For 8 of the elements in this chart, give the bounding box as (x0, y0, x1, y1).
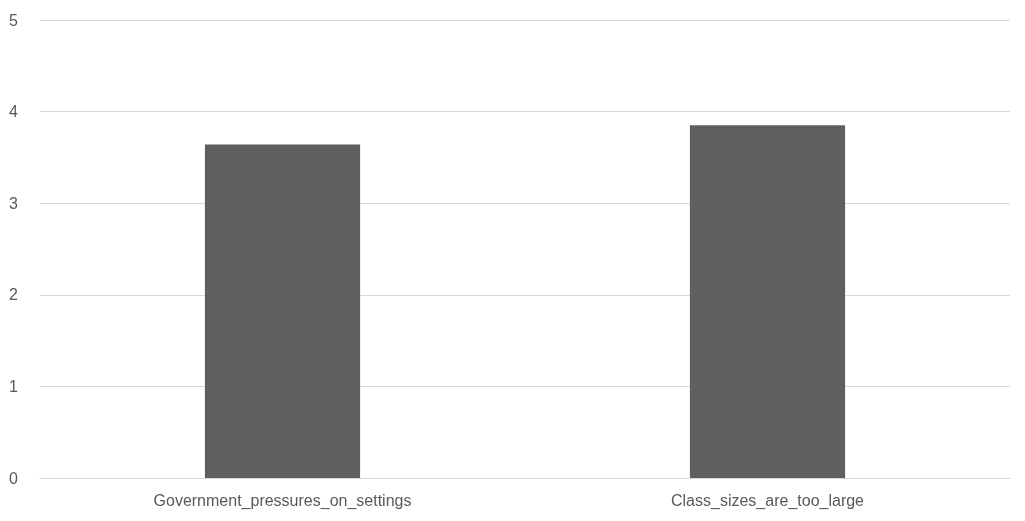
y-tick-label: 4 (9, 103, 19, 121)
y-tick-label: 0 (9, 469, 19, 487)
y-tick-label: 1 (9, 377, 19, 395)
x-tick-label: Government_pressures_on_settings (153, 491, 412, 510)
y-tick-label: 5 (9, 11, 19, 29)
y-tick-label: 3 (9, 194, 19, 212)
y-tick-label: 2 (9, 286, 19, 304)
x-tick-label: Class_sizes_are_too_large (671, 491, 865, 510)
